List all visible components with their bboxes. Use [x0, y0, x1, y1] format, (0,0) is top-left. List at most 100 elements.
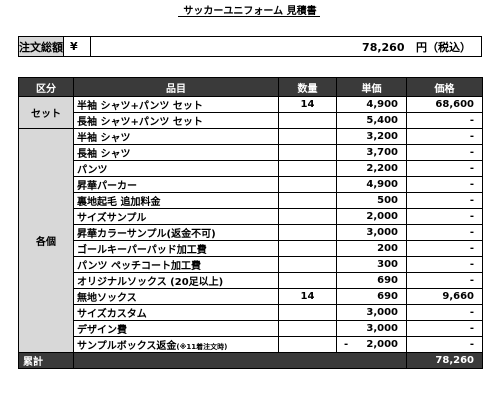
unit-price-cell: 4,900 — [336, 176, 407, 193]
item-cell: パンツ ペッチコート加工費 — [73, 256, 279, 273]
header-category: 区分 — [18, 77, 74, 97]
item-name: サンプルボックス返金 — [77, 341, 177, 352]
quantity-cell: 14 — [278, 288, 337, 305]
item-cell: 長袖 シャツ — [73, 144, 279, 161]
item-cell: 無地ソックス — [73, 288, 279, 305]
unit-price-value: 3,700 — [366, 147, 398, 158]
unit-price-value: 2,200 — [366, 163, 398, 174]
item-name: サイズカスタム — [77, 309, 147, 320]
unit-price-value: 300 — [377, 259, 398, 270]
unit-price-value: 200 — [377, 243, 398, 254]
price-cell: - — [406, 304, 483, 321]
unit-price-cell: 690 — [336, 272, 407, 289]
table-row: ゴールキーパーパッド加工費 200- — [19, 240, 483, 257]
price-cell: - — [406, 320, 483, 337]
title-underline — [178, 16, 320, 17]
unit-price-value: 2,000 — [366, 339, 398, 350]
unit-price-cell: - 2,000 — [336, 336, 407, 353]
table-row: セット 半袖 シャツ+パンツ セット 14 4,900 68,600 — [18, 96, 483, 129]
unit-price-value: 500 — [377, 195, 398, 206]
unit-price-cell: 690 — [336, 288, 407, 305]
page-title: サッカーユニフォーム 見積書 — [183, 6, 317, 17]
item-note: (※11着注文時) — [176, 343, 228, 351]
table-row: 裏地起毛 追加料金 500- — [19, 192, 483, 209]
table-row: サンプルボックス返金(※11着注文時) - 2,000- — [19, 336, 483, 353]
item-cell: 昇華パーカー — [73, 176, 279, 193]
unit-price-value: 4,900 — [366, 179, 398, 190]
item-cell: 長袖 シャツ+パンツ セット — [73, 112, 279, 129]
item-cell: 半袖 シャツ+パンツ セット — [73, 96, 279, 113]
item-name: 半袖 シャツ+パンツ セット — [77, 101, 203, 112]
price-cell: - — [406, 240, 483, 257]
unit-price-cell: 300 — [336, 256, 407, 273]
unit-price-value: 690 — [377, 291, 398, 302]
item-cell: 裏地起毛 追加料金 — [73, 192, 279, 209]
table-row: 昇華カラーサンプル(返金不可) 3,000- — [19, 224, 483, 241]
price-cell: 68,600 — [406, 96, 483, 113]
unit-price-value: 3,000 — [366, 227, 398, 238]
item-name: パンツ — [77, 165, 108, 176]
table-row: 各個 半袖 シャツ 3,200- — [18, 128, 483, 353]
unit-price-cell: 500 — [336, 192, 407, 209]
unit-price-cell: 3,700 — [336, 144, 407, 161]
price-cell: - — [406, 224, 483, 241]
table-row: 長袖 シャツ 3,700- — [19, 144, 483, 161]
price-cell: - — [406, 208, 483, 225]
unit-price-value: 5,400 — [366, 115, 398, 126]
price-cell: - — [406, 160, 483, 177]
quantity-cell — [278, 272, 337, 289]
item-name: 長袖 シャツ+パンツ セット — [77, 117, 203, 128]
unit-price-cell: 3,000 — [336, 320, 407, 337]
table-row: パンツ ペッチコート加工費 300- — [19, 256, 483, 273]
item-name: デザイン費 — [77, 325, 127, 336]
category-cell: 各個 — [18, 128, 74, 353]
price-cell: - — [406, 144, 483, 161]
order-total-box: 注文総額 ¥ 78,260 円（税込） — [18, 36, 482, 57]
item-name: オリジナルソックス (20足以上) — [77, 277, 224, 288]
quote-table: 区分 品目 数量 単価 価格 セット 半袖 シャツ+パンツ セット 14 4,900 6… — [18, 77, 483, 369]
item-cell: オリジナルソックス (20足以上) — [73, 272, 279, 289]
currency-symbol: ¥ — [63, 36, 91, 57]
item-name: 裏地起毛 追加料金 — [77, 197, 161, 208]
summary-label: 累計 — [18, 352, 74, 369]
item-name: パンツ ペッチコート加工費 — [77, 261, 201, 272]
order-total-label: 注文総額 — [18, 36, 64, 57]
item-cell: サイズカスタム — [73, 304, 279, 321]
quantity-cell — [278, 256, 337, 273]
price-cell: 9,660 — [406, 288, 483, 305]
quantity-cell — [278, 304, 337, 321]
unit-price-cell: 200 — [336, 240, 407, 257]
unit-price-cell: 2,200 — [336, 160, 407, 177]
item-name: 昇華パーカー — [77, 181, 137, 192]
price-cell: - — [406, 272, 483, 289]
item-cell: 昇華カラーサンプル(返金不可) — [73, 224, 279, 241]
quantity-cell — [278, 320, 337, 337]
item-cell: サイズサンプル — [73, 208, 279, 225]
table-row: パンツ 2,200- — [19, 160, 483, 177]
item-name: 無地ソックス — [77, 293, 137, 304]
item-cell: デザイン費 — [73, 320, 279, 337]
item-name: サイズサンプル — [77, 213, 147, 224]
unit-price-cell: 3,200 — [336, 128, 407, 145]
unit-price-value: 3,000 — [366, 307, 398, 318]
unit-price-cell: 4,900 — [336, 96, 407, 113]
quantity-cell — [278, 336, 337, 353]
unit-price-cell: 3,000 — [336, 224, 407, 241]
unit-price-prefix: - — [344, 339, 349, 350]
unit-price-value: 690 — [377, 275, 398, 286]
unit-price-cell: 2,000 — [336, 208, 407, 225]
price-cell: - — [406, 128, 483, 145]
quantity-cell — [278, 192, 337, 209]
unit-price-cell: 5,400 — [336, 112, 407, 129]
unit-price-value: 2,000 — [366, 211, 398, 222]
item-cell: 半袖 シャツ — [73, 128, 279, 145]
quantity-cell — [278, 160, 337, 177]
item-name: ゴールキーパーパッド加工費 — [77, 245, 207, 256]
quantity-cell: 14 — [278, 96, 337, 113]
unit-price-value: 3,200 — [366, 131, 398, 142]
item-cell: パンツ — [73, 160, 279, 177]
summary-total: 78,260 — [406, 352, 483, 369]
quantity-cell — [278, 224, 337, 241]
quantity-cell — [278, 112, 337, 129]
quantity-cell — [278, 176, 337, 193]
